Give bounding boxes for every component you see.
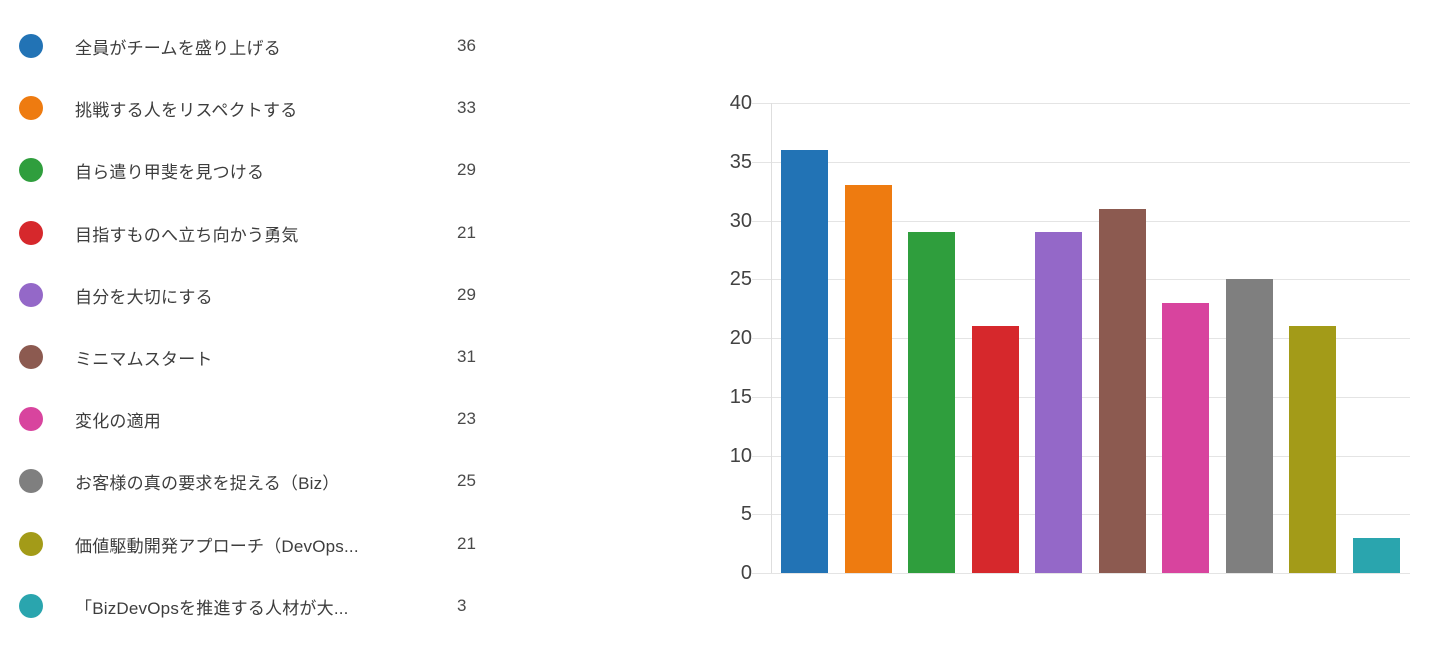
- legend-color-dot-icon: [19, 532, 43, 556]
- legend-item: 自分を大切にする 29: [19, 283, 476, 307]
- legend-item-label: 自分を大切にする: [75, 287, 213, 307]
- legend-item-count: 31: [457, 347, 476, 366]
- y-axis-tick-label: 15: [729, 386, 752, 408]
- y-axis-tick-label: 40: [729, 92, 752, 114]
- legend-item-label: 自ら遣り甲斐を見つける: [75, 162, 265, 182]
- y-axis-tick-label: 0: [740, 562, 752, 584]
- y-axis-tick-label: 5: [740, 503, 752, 525]
- legend-color-dot-icon: [19, 594, 43, 618]
- legend-item-count: 21: [457, 223, 476, 242]
- legend-item-count: 29: [457, 160, 476, 179]
- legend-item-label: 「BizDevOpsを推進する人材が大...: [75, 598, 349, 618]
- bar: [972, 326, 1019, 573]
- y-axis-tick-label: 35: [729, 151, 752, 173]
- bar: [1226, 279, 1273, 573]
- legend-item-count: 33: [457, 98, 476, 117]
- gridline: [752, 162, 1410, 163]
- legend-item: ミニマムスタート 31: [19, 345, 476, 369]
- legend-color-dot-icon: [19, 158, 43, 182]
- gridline: [752, 103, 1410, 104]
- legend-item: 目指すものへ立ち向かう勇気 21: [19, 221, 476, 245]
- y-axis-tick-label: 10: [729, 445, 752, 467]
- legend-item: 自ら遣り甲斐を見つける 29: [19, 158, 476, 182]
- legend-color-dot-icon: [19, 407, 43, 431]
- legend-item-label: 全員がチームを盛り上げる: [75, 38, 281, 58]
- bar: [1353, 538, 1400, 573]
- gridline: [752, 573, 1410, 574]
- y-axis-tick-label: 25: [729, 268, 752, 290]
- legend-item-count: 3: [457, 596, 467, 615]
- legend-item-label: 価値駆動開発アプローチ（DevOps...: [75, 536, 359, 556]
- bar: [908, 232, 955, 573]
- legend-item: 「BizDevOpsを推進する人材が大... 3: [19, 594, 466, 618]
- legend-item-count: 29: [457, 285, 476, 304]
- legend-item-count: 23: [457, 409, 476, 428]
- legend-color-dot-icon: [19, 96, 43, 120]
- legend-color-dot-icon: [19, 221, 43, 245]
- legend-color-dot-icon: [19, 34, 43, 58]
- legend-item-count: 25: [457, 471, 476, 490]
- legend-color-dot-icon: [19, 345, 43, 369]
- legend-item: お客様の真の要求を捉える（Biz） 25: [19, 469, 476, 493]
- y-axis-tick-label: 30: [729, 210, 752, 232]
- legend-item: 変化の適用 23: [19, 407, 476, 431]
- y-axis-line: [771, 103, 772, 573]
- gridline: [752, 221, 1410, 222]
- bar: [1162, 303, 1209, 573]
- legend-item-label: ミニマムスタート: [75, 349, 213, 369]
- legend-item: 価値駆動開発アプローチ（DevOps... 21: [19, 532, 476, 556]
- legend-item-label: お客様の真の要求を捉える（Biz）: [75, 473, 340, 493]
- legend-item-count: 21: [457, 534, 476, 553]
- bar: [1289, 326, 1336, 573]
- legend-item: 挑戦する人をリスペクトする 33: [19, 96, 476, 120]
- legend-color-dot-icon: [19, 469, 43, 493]
- legend-color-dot-icon: [19, 283, 43, 307]
- bar: [845, 185, 892, 573]
- legend-item: 全員がチームを盛り上げる 36: [19, 34, 476, 58]
- bar: [781, 150, 828, 573]
- bar: [1035, 232, 1082, 573]
- bar: [1099, 209, 1146, 573]
- legend-item-label: 挑戦する人をリスペクトする: [75, 100, 298, 120]
- legend-item-label: 変化の適用: [75, 411, 161, 431]
- legend-item-count: 36: [457, 36, 476, 55]
- y-axis-tick-label: 20: [729, 327, 752, 349]
- legend-item-label: 目指すものへ立ち向かう勇気: [75, 225, 299, 245]
